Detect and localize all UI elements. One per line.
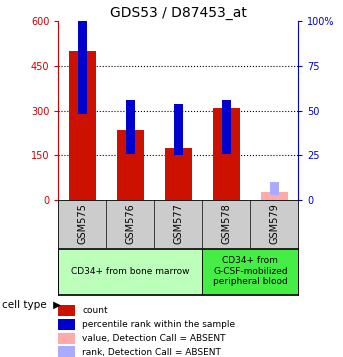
Text: rank, Detection Call = ABSENT: rank, Detection Call = ABSENT: [82, 347, 221, 357]
Text: GSM577: GSM577: [173, 203, 184, 245]
Text: percentile rank within the sample: percentile rank within the sample: [82, 320, 235, 329]
Bar: [58, 333, 75, 344]
Text: cell type  ▶: cell type ▶: [2, 300, 61, 310]
Bar: [261, 192, 288, 200]
Text: GSM578: GSM578: [221, 203, 232, 245]
Bar: [58, 319, 75, 330]
Bar: [213, 108, 239, 200]
Text: value, Detection Call = ABSENT: value, Detection Call = ABSENT: [82, 334, 226, 343]
Text: count: count: [82, 306, 108, 315]
Text: GSM576: GSM576: [125, 203, 135, 245]
Bar: [58, 346, 75, 357]
Bar: [222, 100, 231, 154]
Bar: [270, 182, 279, 195]
Text: GSM575: GSM575: [77, 203, 87, 245]
Bar: [126, 100, 135, 154]
FancyBboxPatch shape: [202, 249, 298, 293]
Bar: [165, 148, 192, 200]
Title: GDS53 / D87453_at: GDS53 / D87453_at: [110, 6, 247, 20]
FancyBboxPatch shape: [58, 249, 202, 293]
Bar: [117, 130, 143, 200]
Text: CD34+ from bone marrow: CD34+ from bone marrow: [71, 267, 190, 276]
Text: GSM579: GSM579: [269, 203, 280, 245]
Bar: [58, 305, 75, 316]
Bar: [174, 104, 183, 155]
Text: CD34+ from
G-CSF-mobilized
peripheral blood: CD34+ from G-CSF-mobilized peripheral bl…: [213, 256, 288, 286]
Bar: [69, 51, 96, 200]
Bar: [78, 21, 87, 114]
